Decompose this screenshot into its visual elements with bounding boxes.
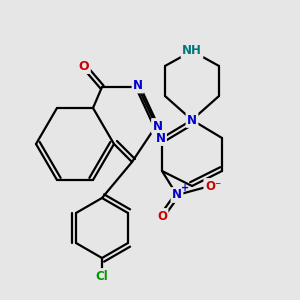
Text: Cl: Cl	[96, 269, 108, 283]
Text: N: N	[152, 119, 163, 133]
Text: +: +	[181, 183, 190, 194]
Text: NH: NH	[182, 44, 202, 58]
Text: O⁻: O⁻	[205, 179, 221, 193]
Text: O: O	[79, 59, 89, 73]
Text: N: N	[172, 188, 182, 202]
Text: O: O	[157, 209, 167, 223]
Text: N: N	[187, 113, 197, 127]
Text: N: N	[155, 131, 166, 145]
Text: N: N	[133, 79, 143, 92]
